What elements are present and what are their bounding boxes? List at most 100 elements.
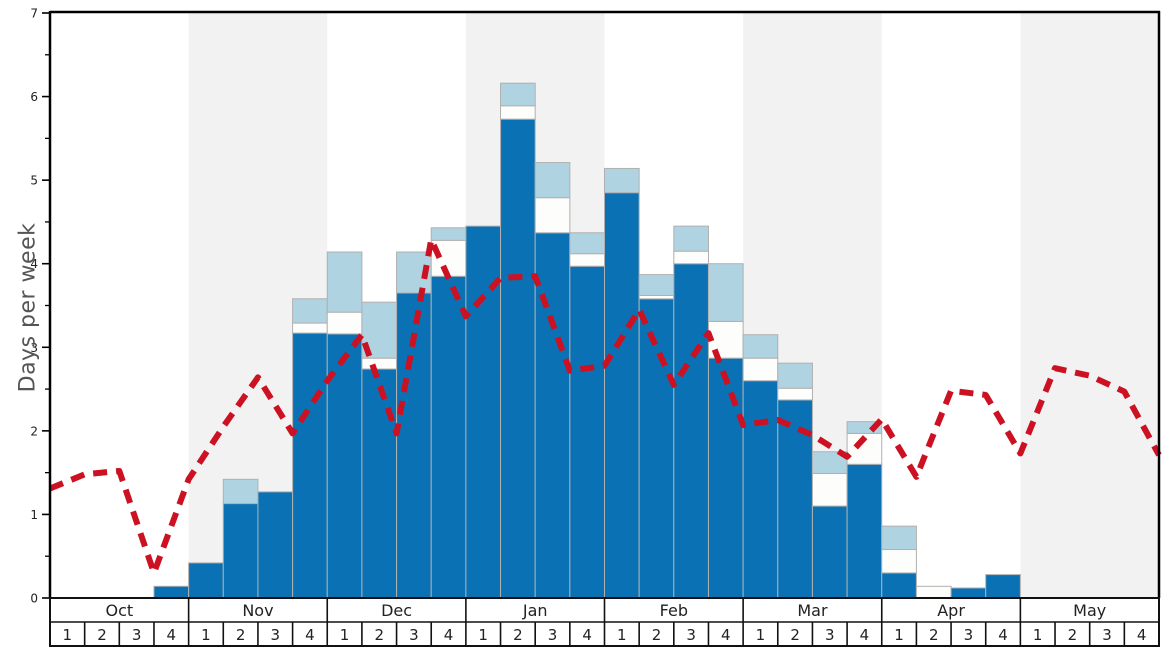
week-number-label: 2 bbox=[1068, 626, 1078, 644]
bar-segment-white bbox=[915, 585, 952, 599]
bar-segment-white bbox=[326, 311, 363, 335]
bar-segment-white bbox=[569, 253, 605, 267]
bar-segment-light bbox=[777, 362, 813, 389]
bar-segment-white bbox=[361, 357, 398, 370]
bar-segment-dark bbox=[188, 562, 224, 599]
bar-segment-light bbox=[846, 421, 883, 434]
y-tick-label: 6 bbox=[30, 90, 38, 104]
week-number-label: 3 bbox=[686, 626, 696, 644]
week-number-label: 1 bbox=[478, 626, 488, 644]
bar-segment-light bbox=[361, 301, 398, 359]
bar-segment-white bbox=[638, 294, 675, 300]
bar-segment-dark bbox=[881, 572, 917, 599]
month-label: Jan bbox=[522, 601, 548, 620]
week-number-label: 1 bbox=[1033, 626, 1043, 644]
week-number-label: 2 bbox=[513, 626, 523, 644]
bar-segment-light bbox=[534, 162, 571, 199]
bar-segment-light bbox=[742, 334, 779, 359]
week-number-label: 3 bbox=[825, 626, 835, 644]
week-number-label: 2 bbox=[97, 626, 107, 644]
week-number-label: 4 bbox=[860, 626, 870, 644]
week-number-label: 1 bbox=[63, 626, 73, 644]
y-tick-label: 7 bbox=[30, 7, 38, 21]
month-label: Apr bbox=[937, 601, 965, 620]
bar-segment-dark bbox=[534, 232, 571, 599]
bar-segment-white bbox=[500, 105, 536, 120]
week-number-label: 3 bbox=[270, 626, 280, 644]
y-tick-label: 5 bbox=[30, 174, 38, 188]
bar-segment-dark bbox=[811, 505, 848, 599]
month-label: Nov bbox=[242, 601, 273, 620]
bar-segment-light bbox=[430, 227, 467, 241]
bar-segment-light bbox=[326, 251, 363, 313]
week-number-label: 1 bbox=[894, 626, 904, 644]
bar-segment-white bbox=[811, 472, 848, 507]
month-label: Feb bbox=[660, 601, 688, 620]
week-number-label: 1 bbox=[340, 626, 350, 644]
bar-segment-dark bbox=[292, 332, 328, 599]
bar-segment-white bbox=[534, 197, 571, 234]
bar-segment-dark bbox=[430, 275, 467, 599]
bar-segment-dark bbox=[673, 263, 709, 599]
bar-segment-dark bbox=[707, 357, 744, 599]
bar-segment-dark bbox=[153, 585, 190, 599]
bar-segment-white bbox=[881, 549, 917, 574]
week-number-label: 1 bbox=[201, 626, 211, 644]
week-number-label: 2 bbox=[652, 626, 662, 644]
month-label: May bbox=[1073, 601, 1106, 620]
week-number-label: 3 bbox=[964, 626, 974, 644]
month-label: Dec bbox=[381, 601, 412, 620]
month-label: Oct bbox=[105, 601, 133, 620]
bar-segment-dark bbox=[950, 587, 987, 599]
y-axis-title: Days per week bbox=[15, 222, 41, 393]
bar-segment-light bbox=[222, 478, 259, 505]
bar-segment-dark bbox=[846, 463, 883, 599]
week-number-label: 1 bbox=[617, 626, 627, 644]
y-tick-label: 1 bbox=[30, 508, 38, 522]
y-tick-label: 0 bbox=[30, 592, 38, 606]
bar-segment-dark bbox=[569, 265, 605, 599]
bar-segment-light bbox=[673, 225, 709, 252]
bar-segment-dark bbox=[361, 368, 398, 599]
bar-segment-light bbox=[569, 232, 605, 255]
bar-segment-dark bbox=[500, 118, 536, 599]
week-number-label: 1 bbox=[756, 626, 766, 644]
week-number-label: 3 bbox=[1102, 626, 1112, 644]
y-tick-label: 4 bbox=[30, 257, 38, 271]
week-number-label: 4 bbox=[167, 626, 177, 644]
bar-segment-dark bbox=[742, 380, 779, 599]
week-number-label: 3 bbox=[409, 626, 419, 644]
week-number-label: 2 bbox=[790, 626, 800, 644]
bar-segment-light bbox=[604, 167, 640, 194]
month-label: Mar bbox=[797, 601, 828, 620]
week-number-label: 4 bbox=[305, 626, 315, 644]
week-number-label: 3 bbox=[548, 626, 558, 644]
bar-segment-white bbox=[742, 357, 779, 382]
bar-segment-white bbox=[292, 322, 328, 334]
bar-segment-light bbox=[638, 274, 675, 296]
bar-segment-dark bbox=[222, 503, 259, 599]
week-number-label: 4 bbox=[444, 626, 454, 644]
bar-segment-light bbox=[500, 82, 536, 107]
week-number-label: 4 bbox=[721, 626, 731, 644]
bar-segment-dark bbox=[604, 192, 640, 599]
bar-segment-light bbox=[881, 525, 917, 551]
bar-segment-white bbox=[777, 387, 813, 401]
week-number-label: 4 bbox=[582, 626, 592, 644]
week-number-label: 2 bbox=[374, 626, 384, 644]
red-dashed-line bbox=[48, 236, 1162, 576]
bar-segment-white bbox=[673, 250, 709, 265]
bar-segment-dark bbox=[257, 491, 294, 599]
y-tick-label: 3 bbox=[30, 341, 38, 355]
month-shade-band bbox=[1020, 13, 1159, 598]
week-number-label: 3 bbox=[132, 626, 142, 644]
week-number-label: 4 bbox=[998, 626, 1008, 644]
week-number-label: 2 bbox=[236, 626, 246, 644]
bar-segment-light bbox=[707, 263, 744, 322]
bar-segment-light bbox=[292, 298, 328, 324]
week-number-label: 2 bbox=[929, 626, 939, 644]
y-tick-label: 2 bbox=[30, 424, 38, 438]
bar-segment-dark bbox=[985, 574, 1021, 599]
